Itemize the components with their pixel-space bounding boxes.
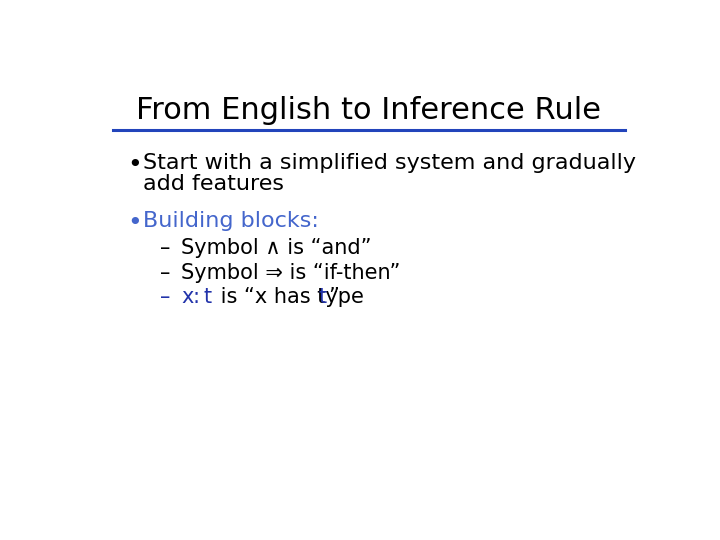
Text: add features: add features — [143, 174, 284, 194]
Text: x: x — [181, 287, 194, 307]
Text: Symbol ∧ is “and”: Symbol ∧ is “and” — [181, 238, 372, 258]
Text: Building blocks:: Building blocks: — [143, 211, 318, 231]
Text: –: – — [160, 262, 170, 283]
Text: –: – — [160, 238, 170, 258]
Text: Start with a simplified system and gradually: Start with a simplified system and gradu… — [143, 153, 636, 173]
Text: t: t — [203, 287, 211, 307]
Text: •: • — [127, 153, 142, 177]
Text: is “x has type: is “x has type — [214, 287, 371, 307]
Text: :: : — [192, 287, 199, 307]
Text: From English to Inference Rule: From English to Inference Rule — [137, 96, 601, 125]
Text: –: – — [160, 287, 170, 307]
Text: t: t — [319, 287, 327, 307]
Text: ”: ” — [329, 287, 340, 307]
Text: •: • — [127, 211, 142, 235]
Text: Symbol ⇒ is “if-then”: Symbol ⇒ is “if-then” — [181, 262, 401, 283]
